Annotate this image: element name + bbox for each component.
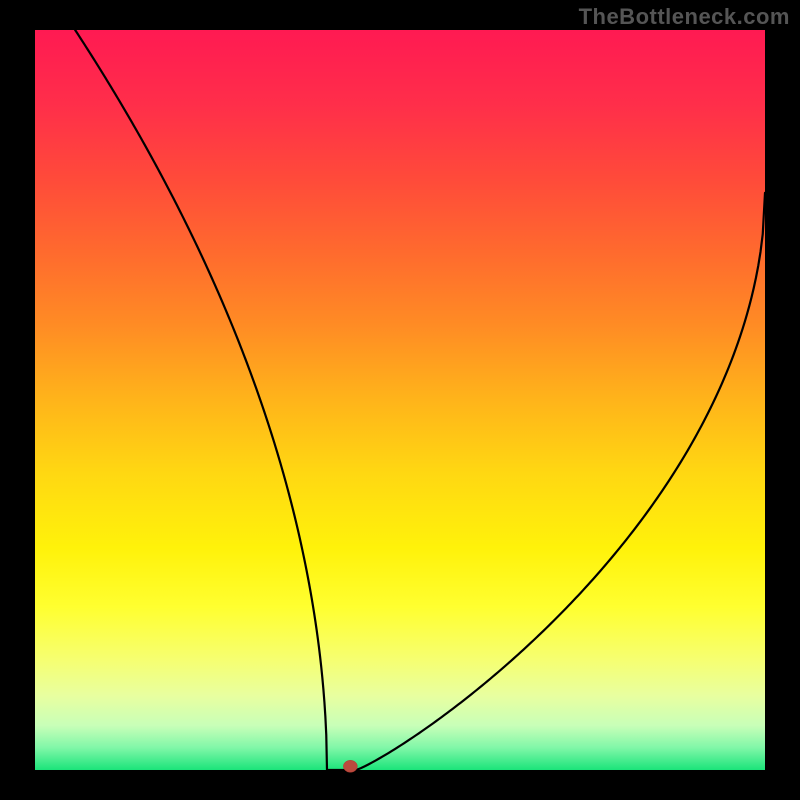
watermark-text: TheBottleneck.com [579,4,790,30]
chart-container: TheBottleneck.com [0,0,800,800]
chart-svg [0,0,800,800]
plot-background [35,30,765,770]
optimal-point-marker [343,760,357,772]
